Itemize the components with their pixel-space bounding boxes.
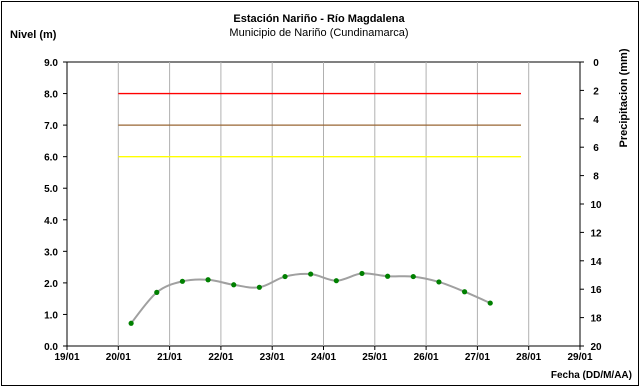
x-tick-label: 22/01 (208, 352, 233, 363)
data-point (410, 273, 416, 280)
x-tick-label: 19/01 (54, 352, 79, 363)
y2-tick-label: 2 (593, 86, 599, 97)
y2-tick-label: 4 (593, 115, 599, 126)
y-tick-label: 6.0 (44, 153, 58, 164)
threshold-lines (118, 92, 522, 158)
y-tick-label: 8.0 (44, 90, 58, 101)
y2-axis-label: Precipitacion (mm) (618, 48, 630, 147)
data-point (231, 282, 237, 288)
y2-axis-ticks: 0 2 4 6 8 10 12 14 16 18 20 (580, 58, 602, 353)
y-tick-label: 3.0 (44, 247, 58, 258)
data-point (282, 273, 288, 280)
y-tick-label: 7.0 (44, 121, 58, 132)
y-axis-label: Nivel (m) (10, 29, 57, 41)
y2-tick-label: 10 (590, 200, 602, 211)
data-point (487, 300, 493, 306)
data-point (385, 273, 391, 279)
data-point (205, 277, 211, 283)
y2-tick-label: 12 (590, 228, 602, 239)
data-point (461, 289, 468, 295)
y-tick-label: 9.0 (44, 58, 58, 69)
x-tick-label: 29/01 (567, 352, 592, 363)
x-axis-label: Fecha (DD/M/AA) (551, 370, 632, 381)
data-point (333, 278, 339, 284)
data-point (308, 271, 314, 277)
y-tick-label: 0.0 (44, 342, 58, 353)
y2-tick-label: 18 (590, 314, 602, 325)
y2-tick-label: 14 (590, 257, 602, 268)
y2-tick-label: 20 (590, 342, 602, 353)
data-point (154, 289, 160, 295)
x-tick-label: 23/01 (260, 352, 285, 363)
y-tick-label: 4.0 (44, 216, 58, 227)
x-axis-ticks: 19/01 20/01 21/01 22/01 23/01 24/01 25/01 26/01… (54, 346, 593, 363)
x-tick-label: 24/01 (311, 352, 336, 363)
x-tick-label: 21/01 (157, 352, 182, 363)
x-tick-label: 25/01 (362, 352, 387, 363)
x-tick-label: 28/01 (516, 352, 541, 363)
y-axis-ticks: 0.0 1.0 2.0 3.0 4.0 5.0 6.0 7.0 8.0 9.0 (44, 58, 67, 353)
y-tick-label: 5.0 (44, 184, 58, 195)
chart-title: Estación Nariño - Río Magdalena (233, 13, 405, 25)
y-tick-label: 2.0 (44, 279, 58, 290)
data-point (256, 284, 262, 290)
y2-tick-label: 0 (593, 58, 599, 69)
data-point (128, 320, 134, 326)
data-point (436, 279, 442, 285)
data-point (359, 270, 365, 277)
y2-tick-label: 16 (590, 285, 602, 296)
chart-subtitle: Municipio de Nariño (Cundinamarca) (229, 27, 408, 39)
data-point (179, 278, 186, 284)
x-tick-label: 26/01 (414, 352, 439, 363)
grid-lines (117, 62, 530, 346)
x-tick-label: 20/01 (106, 352, 131, 363)
series-layer (128, 270, 493, 326)
y2-tick-label: 8 (593, 172, 599, 183)
y-tick-label: 1.0 (44, 310, 58, 321)
x-tick-label: 27/01 (465, 352, 490, 363)
y2-tick-label: 6 (593, 143, 599, 154)
